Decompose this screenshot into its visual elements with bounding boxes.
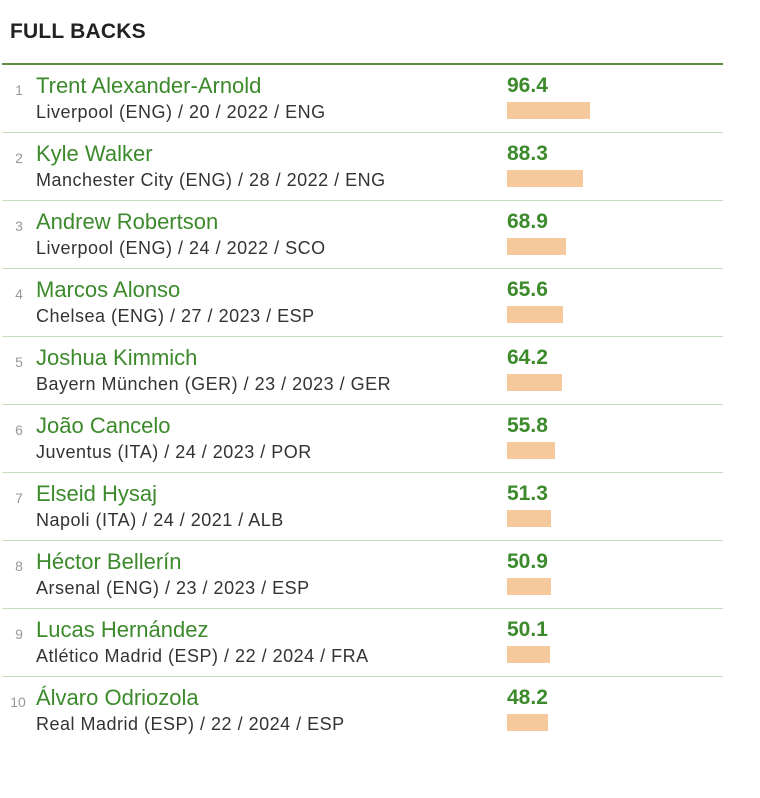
player-name-link[interactable]: João Cancelo bbox=[36, 413, 171, 438]
rank-number: 8 bbox=[15, 558, 23, 574]
player-score: 65.6 bbox=[507, 278, 548, 301]
player-score: 64.2 bbox=[507, 346, 548, 369]
list-item: 6 João Cancelo Juventus (ITA) / 24 / 202… bbox=[2, 405, 723, 473]
score-bar-track bbox=[507, 714, 593, 731]
player-details: Liverpool (ENG) / 24 / 2022 / SCO bbox=[36, 238, 326, 258]
score-bar-track bbox=[507, 442, 593, 459]
score-bar bbox=[507, 442, 555, 459]
list-item: 4 Marcos Alonso Chelsea (ENG) / 27 / 202… bbox=[2, 269, 723, 337]
score-bar bbox=[507, 238, 566, 255]
player-name-link[interactable]: Trent Alexander-Arnold bbox=[36, 73, 262, 98]
player-score: 55.8 bbox=[507, 414, 548, 437]
score-bar bbox=[507, 170, 583, 187]
page-title: FULL BACKS bbox=[10, 20, 146, 43]
rank-number: 9 bbox=[15, 626, 23, 642]
player-details: Manchester City (ENG) / 28 / 2022 / ENG bbox=[36, 170, 386, 190]
list-item: 10 Álvaro Odriozola Real Madrid (ESP) / … bbox=[2, 677, 723, 744]
player-score: 50.1 bbox=[507, 618, 548, 641]
list-item: 3 Andrew Robertson Liverpool (ENG) / 24 … bbox=[2, 201, 723, 269]
player-name-link[interactable]: Andrew Robertson bbox=[36, 209, 219, 234]
rank-number: 10 bbox=[10, 694, 26, 710]
player-details: Liverpool (ENG) / 20 / 2022 / ENG bbox=[36, 102, 326, 122]
player-name-link[interactable]: Marcos Alonso bbox=[36, 277, 181, 302]
score-bar-track bbox=[507, 306, 593, 323]
title-divider bbox=[2, 63, 723, 65]
player-score: 68.9 bbox=[507, 210, 548, 233]
score-bar-track bbox=[507, 238, 593, 255]
player-details: Juventus (ITA) / 24 / 2023 / POR bbox=[36, 442, 312, 462]
score-bar-track bbox=[507, 374, 593, 391]
list-item: 9 Lucas Hernández Atlético Madrid (ESP) … bbox=[2, 609, 723, 677]
score-bar bbox=[507, 646, 550, 663]
list-item: 7 Elseid Hysaj Napoli (ITA) / 24 / 2021 … bbox=[2, 473, 723, 541]
list-item: 1 Trent Alexander-Arnold Liverpool (ENG)… bbox=[2, 65, 723, 133]
score-bar-track bbox=[507, 170, 593, 187]
player-details: Bayern München (GER) / 23 / 2023 / GER bbox=[36, 374, 392, 394]
score-bar-track bbox=[507, 646, 593, 663]
player-score: 51.3 bbox=[507, 482, 548, 505]
player-details: Napoli (ITA) / 24 / 2021 / ALB bbox=[36, 510, 284, 530]
player-name-link[interactable]: Lucas Hernández bbox=[36, 617, 209, 642]
player-name-link[interactable]: Joshua Kimmich bbox=[36, 345, 198, 370]
score-bar bbox=[507, 510, 551, 527]
player-score: 50.9 bbox=[507, 550, 548, 573]
player-details: Real Madrid (ESP) / 22 / 2024 / ESP bbox=[36, 714, 345, 734]
list-item: 2 Kyle Walker Manchester City (ENG) / 28… bbox=[2, 133, 723, 201]
rank-number: 4 bbox=[15, 286, 23, 302]
score-bar bbox=[507, 306, 563, 323]
rank-number: 6 bbox=[15, 422, 23, 438]
player-name-link[interactable]: Kyle Walker bbox=[36, 141, 153, 166]
score-bar bbox=[507, 102, 590, 119]
player-score: 88.3 bbox=[507, 142, 548, 165]
score-bar-track bbox=[507, 102, 593, 119]
score-bar bbox=[507, 578, 551, 595]
player-details: Atlético Madrid (ESP) / 22 / 2024 / FRA bbox=[36, 646, 369, 666]
score-bar bbox=[507, 714, 548, 731]
score-bar-track bbox=[507, 578, 593, 595]
score-bar bbox=[507, 374, 562, 391]
player-score: 48.2 bbox=[507, 686, 548, 709]
player-list: 1 Trent Alexander-Arnold Liverpool (ENG)… bbox=[2, 65, 723, 744]
rank-number: 3 bbox=[15, 218, 23, 234]
player-details: Chelsea (ENG) / 27 / 2023 / ESP bbox=[36, 306, 315, 326]
rank-number: 1 bbox=[15, 82, 23, 98]
list-item: 5 Joshua Kimmich Bayern München (GER) / … bbox=[2, 337, 723, 405]
rank-number: 2 bbox=[15, 150, 23, 166]
list-item: 8 Héctor Bellerín Arsenal (ENG) / 23 / 2… bbox=[2, 541, 723, 609]
player-name-link[interactable]: Héctor Bellerín bbox=[36, 549, 182, 574]
score-bar-track bbox=[507, 510, 593, 527]
player-score: 96.4 bbox=[507, 74, 548, 97]
player-details: Arsenal (ENG) / 23 / 2023 / ESP bbox=[36, 578, 310, 598]
rank-number: 7 bbox=[15, 490, 23, 506]
rank-number: 5 bbox=[15, 354, 23, 370]
player-name-link[interactable]: Álvaro Odriozola bbox=[36, 685, 199, 710]
player-name-link[interactable]: Elseid Hysaj bbox=[36, 481, 158, 506]
